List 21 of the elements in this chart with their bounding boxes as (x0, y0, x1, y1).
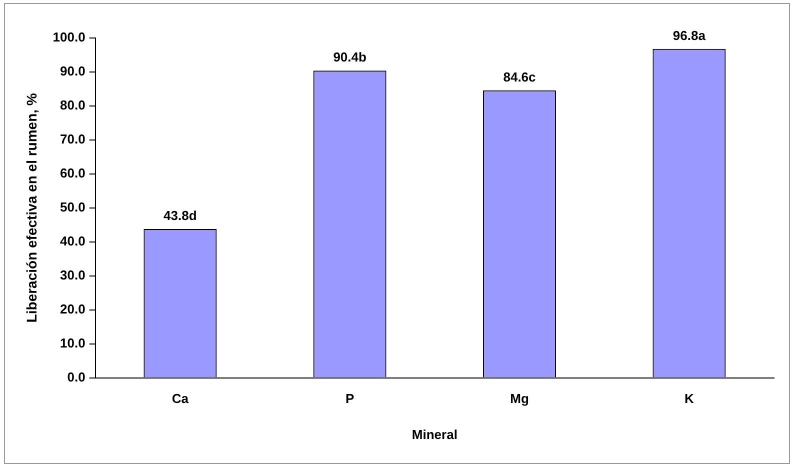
y-tick-label: 60.0 (60, 166, 86, 180)
y-tick-label: 10.0 (60, 335, 86, 350)
data-label: 43.8d (164, 208, 197, 224)
y-tick-label: 100.0 (52, 30, 86, 45)
y-tick-label: 30.0 (60, 267, 86, 282)
y-tick-label: 80.0 (60, 98, 86, 113)
x-tick-label: K (684, 391, 694, 406)
x-tick-label: P (345, 391, 354, 406)
data-label: 84.6c (503, 69, 536, 84)
x-axis-title: Mineral (412, 426, 458, 442)
data-label: 90.4b (333, 50, 367, 65)
y-tick-label: 50.0 (60, 199, 86, 214)
y-tick-label: 20.0 (60, 301, 86, 316)
y-tick-label: 40.0 (60, 233, 86, 248)
y-tick-label: 70.0 (60, 132, 86, 147)
data-label: 96.8a (672, 28, 706, 43)
x-tick-label: Ca (172, 391, 190, 406)
y-tick-label: 90.0 (60, 64, 86, 79)
y-tick-label: 0.0 (67, 369, 86, 384)
y-axis-title: Liberación efectiva en el rumen, % (23, 92, 40, 323)
x-tick-label: Mg (510, 391, 529, 406)
